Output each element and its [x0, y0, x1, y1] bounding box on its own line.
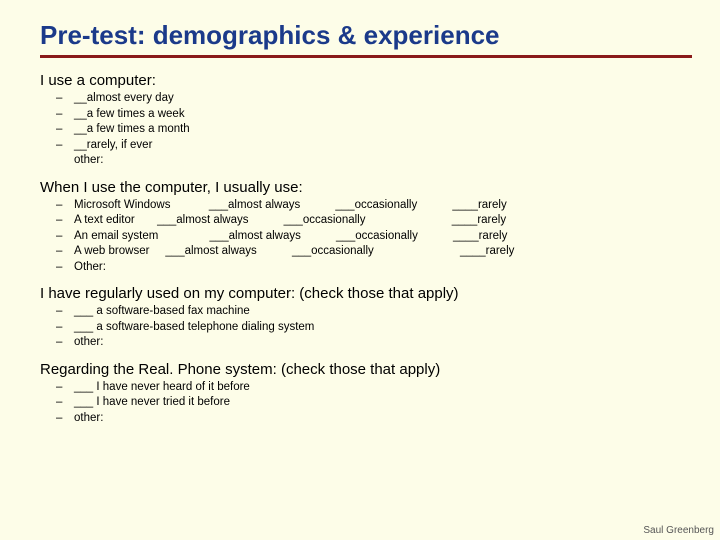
footer-author: Saul Greenberg [643, 525, 714, 536]
item-list: –___ a software-based fax machine –___ a… [56, 304, 692, 351]
item-text: A web browser ___almost always ___occasi… [74, 244, 514, 260]
dash: – [56, 260, 74, 276]
item-text: Other: [74, 260, 106, 276]
item-text: __rarely, if ever other: [74, 138, 152, 169]
list-item: –An email system ___almost always ___occ… [56, 229, 692, 245]
dash: – [56, 213, 74, 229]
item-text: other: [74, 335, 103, 351]
section-3: I have regularly used on my computer: (c… [40, 285, 692, 351]
dash: – [56, 411, 74, 427]
item-text: ___ I have never tried it before [74, 395, 230, 411]
item-text: A text editor ___almost always ___occasi… [74, 213, 506, 229]
dash: – [56, 304, 74, 320]
list-item: –__almost every day [56, 91, 692, 107]
section-1: I use a computer: –__almost every day –_… [40, 72, 692, 169]
item-text: An email system ___almost always ___occa… [74, 229, 507, 245]
list-item: –other: [56, 335, 692, 351]
list-item: –A web browser ___almost always ___occas… [56, 244, 692, 260]
list-item: –___ I have never tried it before [56, 395, 692, 411]
dash: – [56, 335, 74, 351]
dash: – [56, 91, 74, 107]
dash: – [56, 380, 74, 396]
item-text: __a few times a month [74, 122, 190, 138]
question-text: I have regularly used on my computer: (c… [40, 285, 692, 302]
dash: – [56, 138, 74, 154]
item-text: ___ I have never heard of it before [74, 380, 250, 396]
dash: – [56, 107, 74, 123]
list-item: –___ a software-based telephone dialing … [56, 320, 692, 336]
item-text: ___ a software-based fax machine [74, 304, 250, 320]
list-item: –___ I have never heard of it before [56, 380, 692, 396]
dash: – [56, 320, 74, 336]
dash: – [56, 122, 74, 138]
list-item: –__rarely, if ever other: [56, 138, 692, 169]
list-item: –Microsoft Windows ___almost always ___o… [56, 198, 692, 214]
dash: – [56, 229, 74, 245]
list-item: –___ a software-based fax machine [56, 304, 692, 320]
section-4: Regarding the Real. Phone system: (check… [40, 361, 692, 427]
item-list: –__almost every day –__a few times a wee… [56, 91, 692, 169]
list-item: –__a few times a week [56, 107, 692, 123]
dash: – [56, 198, 74, 214]
list-item: –other: [56, 411, 692, 427]
list-item: –A text editor ___almost always ___occas… [56, 213, 692, 229]
list-item: –Other: [56, 260, 692, 276]
list-item: –__a few times a month [56, 122, 692, 138]
question-text: When I use the computer, I usually use: [40, 179, 692, 196]
item-text: __almost every day [74, 91, 174, 107]
section-2: When I use the computer, I usually use: … [40, 179, 692, 276]
slide: Pre-test: demographics & experience I us… [0, 0, 720, 540]
item-text: Microsoft Windows ___almost always ___oc… [74, 198, 507, 214]
question-text: Regarding the Real. Phone system: (check… [40, 361, 692, 378]
dash: – [56, 395, 74, 411]
item-text: __a few times a week [74, 107, 185, 123]
dash: – [56, 244, 74, 260]
item-list: –Microsoft Windows ___almost always ___o… [56, 198, 692, 276]
item-list: –___ I have never heard of it before –__… [56, 380, 692, 427]
slide-title: Pre-test: demographics & experience [40, 20, 692, 58]
item-text: ___ a software-based telephone dialing s… [74, 320, 314, 336]
question-text: I use a computer: [40, 72, 692, 89]
item-text: other: [74, 411, 103, 427]
